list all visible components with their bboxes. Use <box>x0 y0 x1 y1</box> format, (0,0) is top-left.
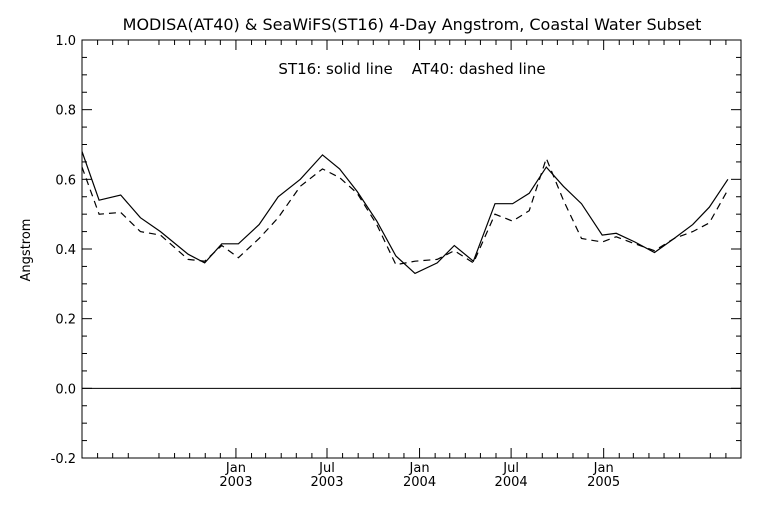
y-tick-label: 1.0 <box>55 34 76 49</box>
series-annotation: ST16: solid line AT40: dashed line <box>278 60 545 78</box>
x-tick-month: Jul <box>502 461 519 476</box>
x-tick-year: 2003 <box>310 475 343 490</box>
x-tick-month: Jan <box>593 461 614 476</box>
series-line-at40 <box>81 156 729 266</box>
x-tick-month: Jan <box>225 461 246 476</box>
series-line-st16 <box>81 151 729 275</box>
x-tick-year: 2004 <box>495 475 528 490</box>
x-tick-year: 2005 <box>587 475 620 490</box>
y-axis: -0.2 0.0 0.2 0.4 0.6 0.8 1.0 <box>51 34 741 467</box>
x-tick-month: Jan <box>409 461 430 476</box>
y-tick-label: 0.6 <box>55 173 76 188</box>
y-axis-label: Angstrom <box>19 219 34 282</box>
x-tick-month: Jul <box>318 461 335 476</box>
y-tick-label: 0.4 <box>55 243 76 258</box>
y-tick-label: 0.8 <box>55 104 76 119</box>
y-tick-label: 0.2 <box>55 313 76 328</box>
x-tick-year: 2004 <box>403 475 436 490</box>
series-layer <box>81 151 729 275</box>
y-tick-label: -0.2 <box>51 452 76 467</box>
chart-title: MODISA(AT40) & SeaWiFS(ST16) 4-Day Angst… <box>123 15 702 34</box>
x-tick-year: 2003 <box>219 475 252 490</box>
y-tick-label: 0.0 <box>55 382 76 397</box>
